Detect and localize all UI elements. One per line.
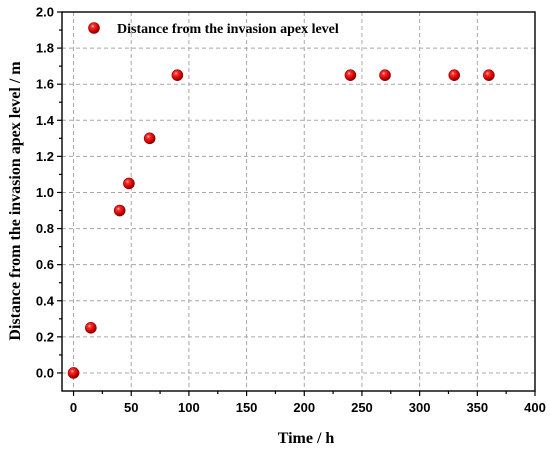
data-point xyxy=(171,69,184,81)
data-point xyxy=(85,322,97,334)
x-tick-label: 400 xyxy=(524,400,546,415)
x-tick-label: 150 xyxy=(236,400,258,415)
tick-labels: 0 50 100 150 200 250 300 350 400 0.0 0.2 0.4 0.6 0.8 1… xyxy=(36,5,546,416)
x-axis-label: Time / h xyxy=(278,430,335,447)
plot-frame xyxy=(61,11,536,392)
y-tick-label: 1.8 xyxy=(36,41,54,56)
x-tick-label: 50 xyxy=(124,400,138,415)
grid xyxy=(62,12,535,391)
x-tick-label: 300 xyxy=(409,400,431,415)
legend: Distance from the invasion apex level xyxy=(88,22,339,37)
data-point xyxy=(344,69,357,81)
y-tick-label: 0.2 xyxy=(36,329,54,344)
x-tick-label: 0 xyxy=(70,400,77,415)
y-tick-label: 1.6 xyxy=(36,77,54,92)
y-axis-label: Distance from the invasion apex level / … xyxy=(7,61,24,341)
data-point xyxy=(379,69,391,81)
data-point xyxy=(448,69,461,81)
data-point xyxy=(123,177,135,190)
y-tick-label: 1.4 xyxy=(36,113,55,128)
axis-ticks xyxy=(57,11,536,396)
data-point xyxy=(483,69,495,81)
y-tick-label: 0.0 xyxy=(36,365,54,380)
data-point xyxy=(113,204,126,217)
x-tick-label: 200 xyxy=(293,400,315,415)
y-tick-label: 1.2 xyxy=(36,149,54,164)
data-point xyxy=(143,132,156,145)
x-tick-label: 350 xyxy=(466,400,488,415)
x-tick-label: 100 xyxy=(178,400,200,415)
y-tick-label: 0.8 xyxy=(36,221,54,236)
data-points xyxy=(67,69,495,379)
legend-label: Distance from the invasion apex level xyxy=(117,22,339,37)
y-tick-label: 0.4 xyxy=(36,293,55,308)
legend-marker xyxy=(88,22,100,34)
x-tick-label: 250 xyxy=(351,400,373,415)
y-tick-label: 1.0 xyxy=(36,185,54,200)
y-tick-label: 2.0 xyxy=(36,5,54,20)
data-point xyxy=(67,367,80,379)
y-tick-label: 0.6 xyxy=(36,257,54,272)
